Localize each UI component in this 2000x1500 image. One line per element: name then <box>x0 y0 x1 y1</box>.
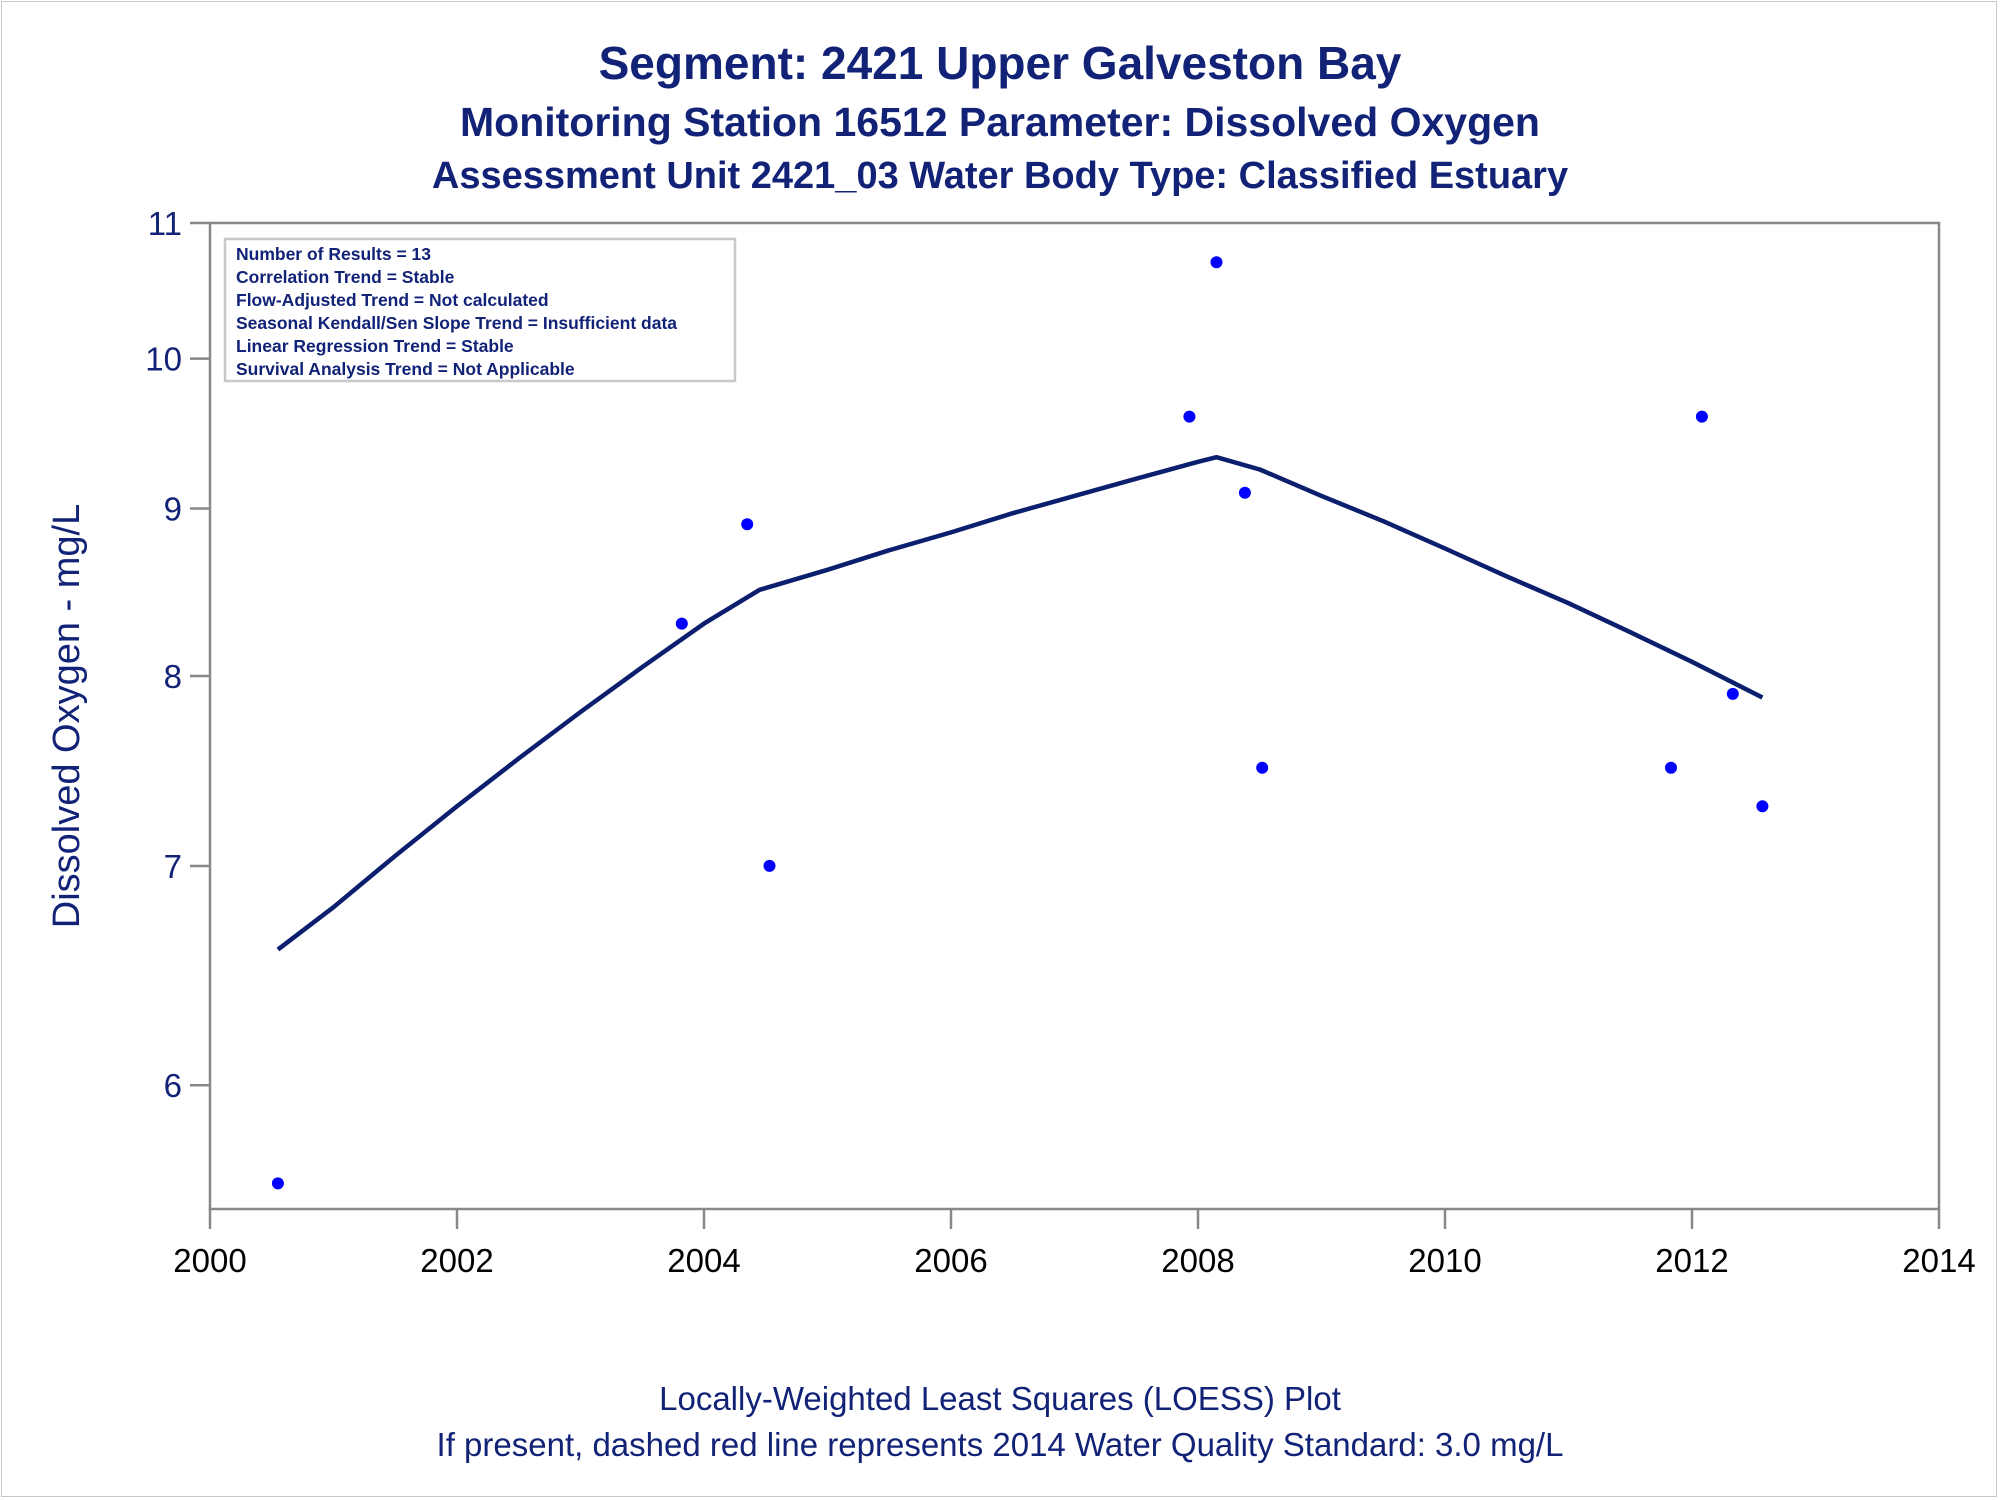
x-tick-label: 2014 <box>1902 1242 1975 1279</box>
y-tick-label: 10 <box>145 341 182 378</box>
plot-area-border <box>208 221 1941 1211</box>
data-point <box>675 617 688 630</box>
stats-line: Number of Results = 13 <box>236 244 431 264</box>
stats-line: Correlation Trend = Stable <box>236 267 455 287</box>
y-axis-label: Dissolved Oxygen - mg/L <box>46 504 88 929</box>
data-point <box>741 518 754 531</box>
data-point <box>271 1177 284 1190</box>
data-point <box>763 859 776 872</box>
data-point <box>1256 761 1269 774</box>
data-point <box>1726 687 1739 700</box>
x-tick-label: 2006 <box>914 1242 987 1279</box>
data-points-layer <box>271 256 1769 1190</box>
chart-subtitle-assessment: Assessment Unit 2421_03 Water Body Type:… <box>431 155 1569 197</box>
y-tick-label: 9 <box>164 490 182 527</box>
footnote-loess: Locally-Weighted Least Squares (LOESS) P… <box>659 1380 1341 1417</box>
stats-box-border <box>223 237 737 383</box>
stats-line: Seasonal Kendall/Sen Slope Trend = Insuf… <box>236 313 677 333</box>
chart-title: Segment: 2421 Upper Galveston Bay <box>598 37 1402 89</box>
footnote-standard: If present, dashed red line represents 2… <box>436 1426 1564 1463</box>
stats-line: Linear Regression Trend = Stable <box>236 336 514 356</box>
y-tick-label: 11 <box>148 205 182 242</box>
y-tick-label: 8 <box>164 658 182 695</box>
data-point <box>1756 800 1769 813</box>
axes-layer: 6 7 8 9 10 11 2000 2002 2004 2006 2008 2010 2012 2014… <box>46 205 1976 1279</box>
x-tick-label: 2008 <box>1161 1242 1234 1279</box>
x-tick-label: 2012 <box>1655 1242 1728 1279</box>
x-tick-label: 2004 <box>667 1242 740 1279</box>
loess-trend-line <box>276 454 1764 952</box>
y-tick-label: 6 <box>164 1067 182 1104</box>
stats-line: Flow-Adjusted Trend = Not calculated <box>236 290 549 310</box>
stats-line: Survival Analysis Trend = Not Applicable <box>236 359 575 379</box>
data-point <box>1183 410 1196 423</box>
data-point <box>1210 256 1223 269</box>
x-tick-label: 2000 <box>173 1242 246 1279</box>
data-point <box>1238 486 1251 499</box>
stats-legend-box: Number of Results = 13 Correlation Trend … <box>223 237 737 383</box>
data-point <box>1665 761 1677 774</box>
x-tick-label: 2002 <box>420 1242 493 1279</box>
y-tick-label: 7 <box>164 848 182 885</box>
chart-subtitle-station: Monitoring Station 16512 Parameter: Diss… <box>460 99 1540 145</box>
loess-line-layer <box>276 454 1764 952</box>
x-tick-label: 2010 <box>1408 1242 1481 1279</box>
data-point <box>1695 410 1708 423</box>
